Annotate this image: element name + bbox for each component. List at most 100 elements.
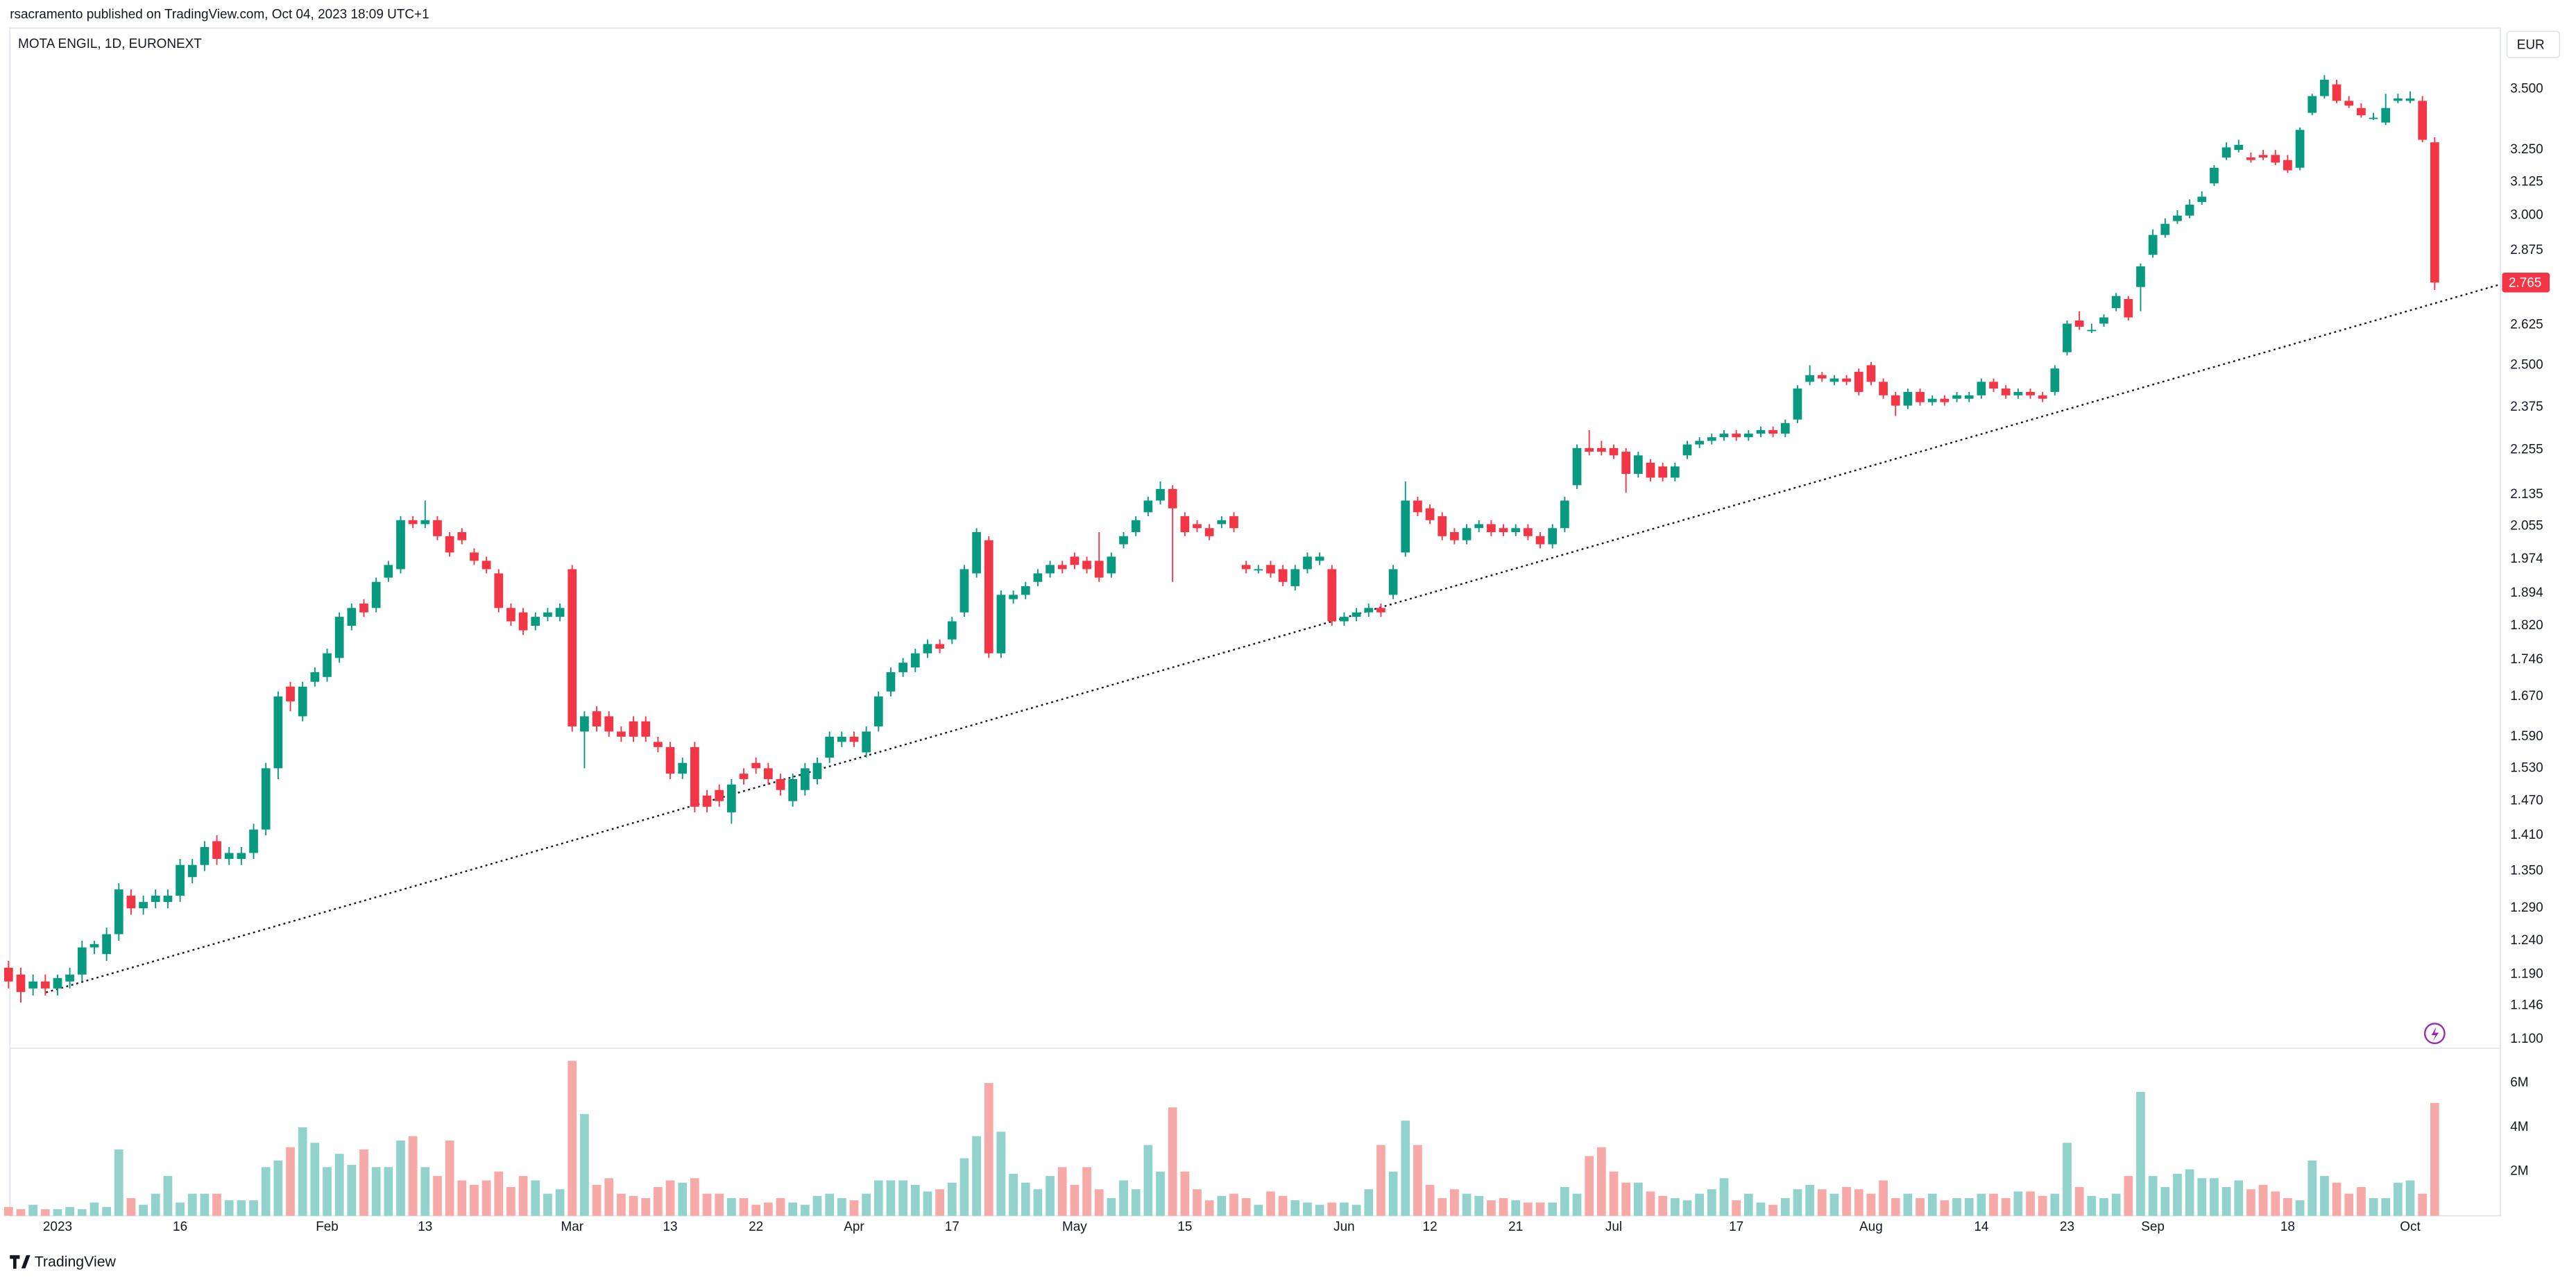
candle-body bbox=[114, 889, 123, 935]
candle-body bbox=[2050, 368, 2060, 392]
candle-body bbox=[1413, 500, 1422, 513]
candle-body bbox=[727, 784, 736, 812]
volume-bar bbox=[1487, 1200, 1496, 1216]
candle-body bbox=[1793, 389, 1802, 420]
volume-bar bbox=[1082, 1167, 1091, 1216]
candle-body bbox=[1596, 447, 1606, 452]
candle-body bbox=[151, 896, 160, 903]
volume-bar bbox=[1266, 1191, 1275, 1216]
volume-bar bbox=[1596, 1147, 1606, 1216]
candle-body bbox=[1879, 382, 1888, 395]
volume-bar bbox=[2246, 1189, 2255, 1216]
candle-body bbox=[1719, 434, 1729, 438]
volume-bar bbox=[788, 1202, 798, 1216]
volume-bar bbox=[751, 1204, 761, 1216]
candle-body bbox=[2001, 389, 2011, 395]
volume-bar bbox=[470, 1184, 479, 1216]
volume-bar bbox=[187, 1193, 197, 1216]
candle-body bbox=[1180, 516, 1190, 533]
volume-bar bbox=[1180, 1171, 1190, 1216]
volume-bar bbox=[2099, 1197, 2108, 1216]
candle-body bbox=[873, 696, 883, 727]
candle-body bbox=[776, 778, 785, 790]
candle-body bbox=[102, 934, 111, 955]
volume-bar bbox=[972, 1136, 981, 1216]
y-tick-label: 1.670 bbox=[2510, 689, 2543, 703]
candle-body bbox=[1290, 569, 1300, 586]
x-tick-label: Oct bbox=[2400, 1220, 2421, 1234]
candle-body bbox=[837, 736, 846, 742]
candle-body bbox=[1854, 371, 1863, 392]
volume-bar bbox=[2258, 1184, 2268, 1216]
y-tick-label: 1.530 bbox=[2510, 760, 2543, 775]
candle-body bbox=[1560, 500, 1569, 529]
candle-body bbox=[1033, 573, 1043, 582]
candle-body bbox=[1646, 462, 1655, 478]
candle-body bbox=[1866, 365, 1876, 382]
candle-body bbox=[323, 653, 332, 677]
y-tick-label: 2.500 bbox=[2510, 357, 2543, 372]
candle-body bbox=[187, 864, 197, 878]
candle-body bbox=[1548, 528, 1558, 545]
candle-body bbox=[249, 829, 258, 853]
volume-bar bbox=[384, 1167, 393, 1216]
x-tick-label: 16 bbox=[173, 1220, 187, 1234]
candle-body bbox=[1057, 565, 1067, 570]
candle-body bbox=[2283, 160, 2292, 171]
currency-box[interactable] bbox=[2506, 31, 2561, 58]
volume-bar bbox=[494, 1171, 504, 1216]
x-tick-label: Jul bbox=[1605, 1220, 1622, 1234]
volume-bar bbox=[873, 1180, 883, 1216]
volume-bar bbox=[433, 1176, 442, 1216]
candle-body bbox=[2295, 130, 2305, 168]
x-tick-label: 23 bbox=[2060, 1220, 2074, 1234]
candle-body bbox=[212, 841, 221, 860]
volume-bar bbox=[825, 1193, 835, 1216]
candle-body bbox=[126, 896, 136, 909]
candle-body bbox=[2234, 144, 2244, 151]
volume-bar bbox=[1854, 1189, 1863, 1216]
volume-bar bbox=[1351, 1204, 1361, 1216]
lightning-icon[interactable] bbox=[2423, 1023, 2446, 1045]
candle-body bbox=[923, 644, 932, 654]
volume-bar bbox=[2394, 1182, 2403, 1216]
candle-body bbox=[1266, 565, 1275, 574]
y-tick-label: 2.255 bbox=[2510, 442, 2543, 456]
candle-body bbox=[1511, 528, 1521, 533]
volume-bar bbox=[1866, 1193, 1876, 1216]
volume-bar bbox=[1780, 1197, 1790, 1216]
candle-body bbox=[470, 552, 479, 561]
volume-bar bbox=[1732, 1200, 1741, 1216]
y-tick-label: 3.125 bbox=[2510, 174, 2543, 189]
candle-body bbox=[1524, 528, 1533, 536]
candle-body bbox=[1964, 395, 1974, 399]
candle-body bbox=[1499, 528, 1508, 533]
volume-bar bbox=[849, 1200, 859, 1216]
volume-bar bbox=[1743, 1193, 1753, 1216]
volume-bar bbox=[1793, 1189, 1802, 1216]
volume-bar bbox=[408, 1136, 418, 1216]
candle-body bbox=[1131, 520, 1141, 533]
volume-bar bbox=[139, 1204, 148, 1216]
volume-bar bbox=[727, 1197, 736, 1216]
candle-body bbox=[629, 721, 638, 737]
candle-body bbox=[641, 721, 651, 737]
volume-bar bbox=[2148, 1176, 2158, 1216]
volume-bar bbox=[2136, 1091, 2145, 1216]
volume-bar bbox=[2013, 1191, 2023, 1216]
candle-body bbox=[384, 565, 393, 578]
volume-bar bbox=[2295, 1200, 2305, 1216]
candle-body bbox=[2394, 98, 2403, 101]
volume-bar bbox=[2087, 1195, 2097, 1216]
footer-logo[interactable]: TradingView bbox=[10, 1254, 117, 1270]
volume-bar bbox=[323, 1167, 332, 1216]
y-tick-label: 3.500 bbox=[2510, 81, 2543, 96]
candle-body bbox=[825, 736, 835, 758]
x-tick-label: 14 bbox=[1974, 1220, 1988, 1234]
candle-body bbox=[2246, 157, 2255, 160]
x-tick-label: Sep bbox=[2141, 1220, 2165, 1234]
y-tick-label: 1.470 bbox=[2510, 794, 2543, 808]
volume-bar bbox=[1290, 1200, 1300, 1216]
volume-bar bbox=[1376, 1145, 1385, 1216]
x-tick-label: 22 bbox=[749, 1220, 763, 1234]
